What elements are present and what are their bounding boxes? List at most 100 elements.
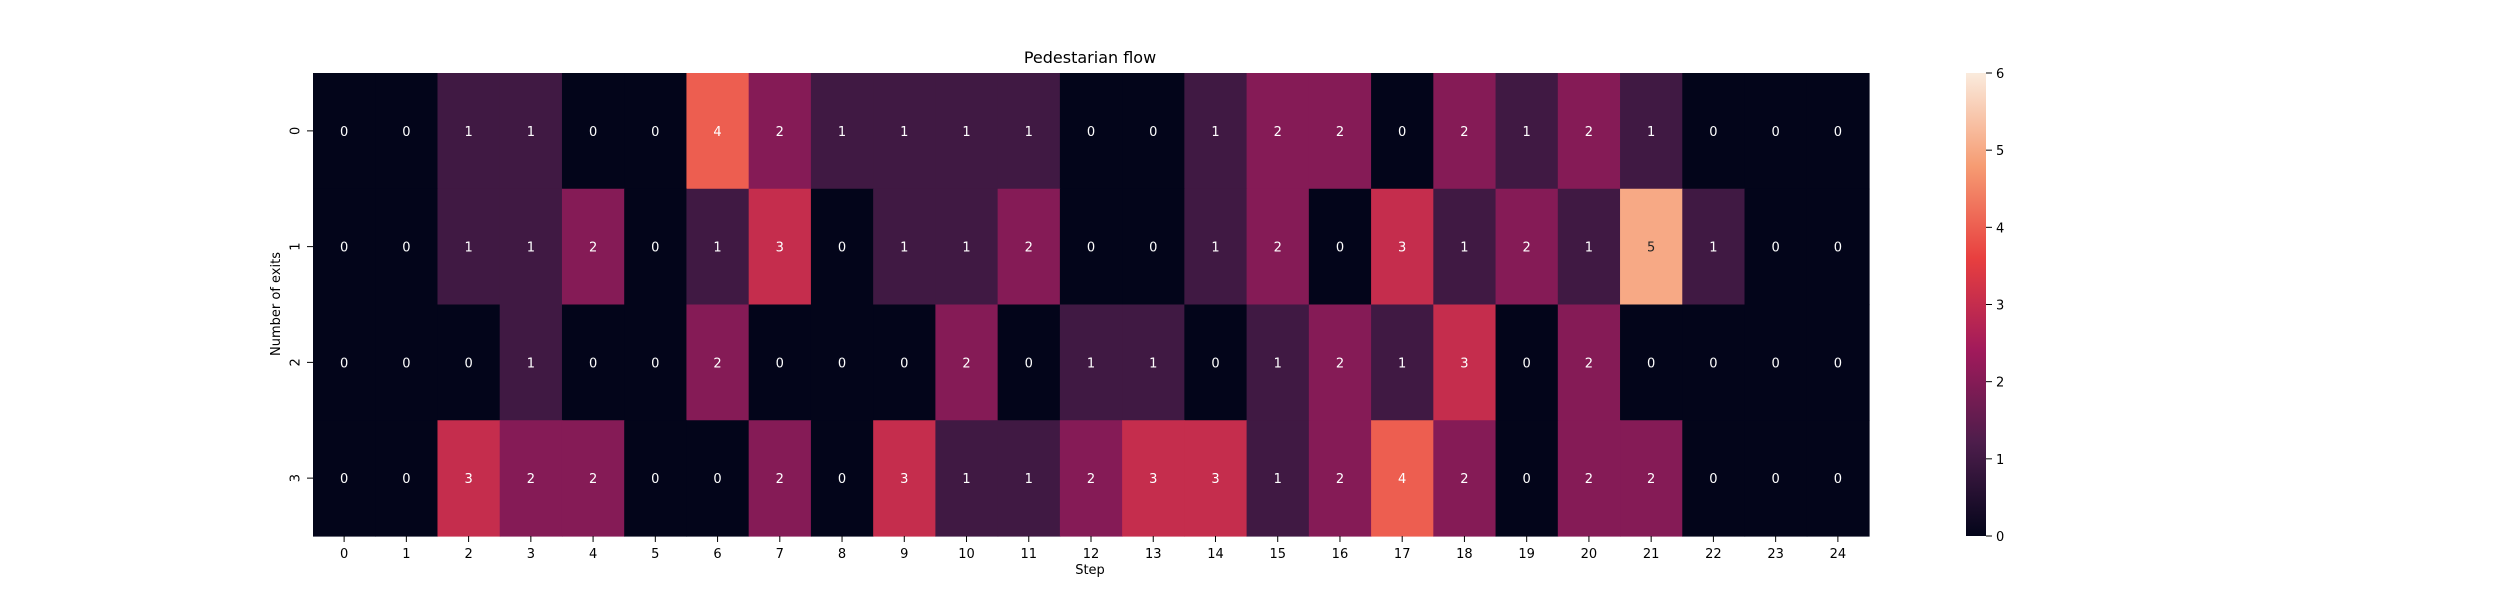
cell-value-label: 2 [589, 241, 597, 256]
heatmap-cell [1433, 73, 1497, 190]
colorbar-tick-label: 3 [1996, 299, 2004, 314]
heatmap-cell [810, 188, 874, 306]
heatmap-cell [873, 73, 936, 190]
x-tick-label: 13 [1145, 547, 1162, 562]
x-tick-label: 10 [958, 547, 975, 562]
cell-value-label: 2 [527, 472, 535, 487]
heatmap-cell [1682, 188, 1746, 306]
heatmap-cell [1371, 304, 1434, 421]
heatmap-cell [624, 304, 688, 421]
heatmap-cell [1557, 420, 1621, 537]
heatmap-cell [437, 304, 501, 421]
cell-value-label: 1 [1585, 241, 1593, 256]
colorbar-tick-label: 1 [1996, 453, 2004, 468]
cell-value-label: 0 [1771, 356, 1779, 371]
heatmap-cell [1433, 420, 1497, 537]
cell-value-label: 3 [1398, 241, 1406, 256]
cell-value-label: 0 [1211, 356, 1219, 371]
cell-value-label: 0 [1709, 472, 1717, 487]
cell-value-label: 0 [1709, 356, 1717, 371]
cell-value-label: 2 [1585, 472, 1593, 487]
heatmap-cell [1059, 73, 1123, 190]
cell-value-label: 2 [1274, 125, 1282, 140]
y-axis-label: Number of exits [269, 252, 284, 356]
cell-value-label: 0 [1771, 125, 1779, 140]
heatmap-cell [1806, 304, 1870, 421]
heatmap-cell [561, 73, 625, 190]
cell-value-label: 0 [589, 125, 597, 140]
heatmap-cell [748, 188, 812, 306]
cell-value-label: 3 [900, 472, 908, 487]
heatmap-cell [499, 420, 563, 537]
cell-value-label: 2 [1523, 241, 1531, 256]
heatmap-cell [1620, 73, 1683, 190]
cell-value-label: 2 [1460, 125, 1468, 140]
heatmap-cell [748, 73, 812, 190]
x-tick-label: 5 [651, 547, 659, 562]
heatmap-cell [686, 188, 750, 306]
heatmap-cell [624, 420, 688, 537]
heatmap-cell [1246, 188, 1310, 306]
cell-value-label: 1 [962, 241, 970, 256]
y-tick-label: 3 [289, 474, 304, 482]
cell-value-label: 1 [527, 125, 535, 140]
cell-value-label: 1 [1025, 125, 1033, 140]
heatmap-cell [935, 420, 999, 537]
heatmap-cell [1122, 420, 1185, 537]
cell-value-label: 0 [651, 241, 659, 256]
heatmap-cell [437, 420, 501, 537]
cell-value-label: 1 [1647, 125, 1655, 140]
heatmap-cell [686, 73, 750, 190]
cell-value-label: 1 [1025, 472, 1033, 487]
heatmap-cell [686, 304, 750, 421]
cell-value-label: 1 [1087, 356, 1095, 371]
cell-value-label: 1 [527, 241, 535, 256]
y-axis: 0 1 2 3 [289, 127, 313, 482]
cell-value-label: 0 [464, 356, 472, 371]
heatmap-cell [748, 304, 812, 421]
cell-value-label: 0 [1647, 356, 1655, 371]
x-tick-label: 20 [1581, 547, 1598, 562]
heatmap-cell [1059, 420, 1123, 537]
cell-value-label: 0 [1087, 125, 1095, 140]
heatmap-cell [1806, 420, 1870, 537]
y-tick-label: 0 [289, 127, 304, 135]
heatmap-cell [997, 304, 1061, 421]
cell-value-label: 0 [1709, 125, 1717, 140]
heatmap-cell [1308, 420, 1372, 537]
x-tick-label: 7 [776, 547, 784, 562]
cell-value-label: 0 [713, 472, 721, 487]
heatmap-cell [1184, 188, 1248, 306]
colorbar-tick-label: 2 [1996, 376, 2004, 391]
colorbar-tick-label: 5 [1996, 144, 2004, 159]
heatmap-cell [1184, 420, 1248, 537]
heatmap-cell [1495, 304, 1559, 421]
x-tick-label: 6 [713, 547, 721, 562]
heatmap-cell [437, 188, 501, 306]
cell-value-label: 1 [1274, 356, 1282, 371]
heatmap-cell [1495, 73, 1559, 190]
cell-value-label: 0 [1834, 125, 1842, 140]
heatmap-cell [997, 420, 1061, 537]
x-tick-label: 3 [527, 547, 535, 562]
heatmap-cell [624, 188, 688, 306]
cell-value-label: 1 [1398, 356, 1406, 371]
heatmap-cell [1246, 73, 1310, 190]
cell-value-label: 3 [776, 241, 784, 256]
cell-value-label: 0 [340, 241, 348, 256]
x-tick-label: 15 [1269, 547, 1286, 562]
heatmap-cell [1371, 188, 1434, 306]
heatmap-cell [499, 188, 563, 306]
cell-value-label: 2 [1647, 472, 1655, 487]
cell-value-label: 0 [651, 125, 659, 140]
heatmap-cell [561, 420, 625, 537]
heatmap-cell [499, 73, 563, 190]
heatmap-cell [1122, 304, 1185, 421]
cell-value-label: 0 [1771, 241, 1779, 256]
x-tick-label: 4 [589, 547, 597, 562]
cell-value-label: 1 [962, 472, 970, 487]
heatmap-cell [375, 73, 439, 190]
cell-value-label: 1 [900, 241, 908, 256]
x-axis: 0 1 2 3 4 5 6 7 8 9 10 11 12 13 14 15 16 17 18 19 20 21 22 23 24 [340, 536, 1846, 562]
y-tick-label: 2 [289, 358, 304, 366]
